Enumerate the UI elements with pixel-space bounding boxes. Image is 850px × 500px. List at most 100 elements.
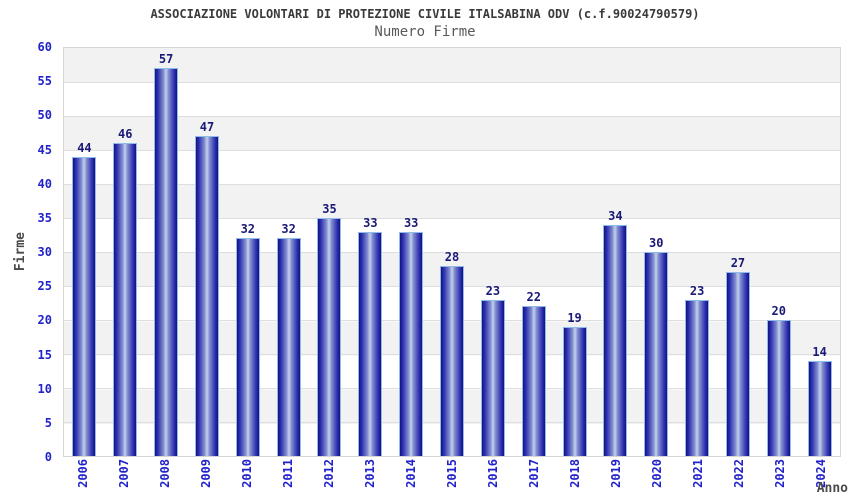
bar [235,238,260,456]
bar-value-label: 33 [363,215,378,230]
chart-title: ASSOCIAZIONE VOLONTARI DI PROTEZIONE CIV… [150,7,700,21]
bar [154,68,179,456]
x-tick-label: 2012 [322,459,337,488]
x-axis-title: Anno [816,481,848,496]
bar-slot: 28 [432,48,473,456]
bar-value-label: 27 [730,256,746,271]
bar-slot: 46 [105,48,146,456]
y-tick-label: 60 [37,40,52,54]
gridline [64,150,840,151]
bar-slot: 32 [268,48,309,456]
bar [521,306,546,456]
x-axis: 2006 2007 2008 2009 2010 2011 2012 2013 2014 2015… [63,459,841,499]
x-tick-slot: 2012 [309,459,350,499]
x-tick-slot: 2011 [268,459,309,499]
y-tick-label: 35 [37,210,52,225]
bar-slot: 57 [146,48,187,456]
x-tick-slot: 2007 [104,459,145,499]
bar [113,143,138,456]
bar [399,231,424,456]
x-tick-slot: 2006 [63,459,104,499]
x-tick-slot: 2018 [554,459,595,499]
x-tick-label: 2007 [117,459,132,488]
x-tick-slot: 2023 [759,459,800,499]
bar [72,156,97,456]
x-tick-slot: 2017 [513,459,554,499]
bar-value-label: 30 [649,236,664,250]
bar-value-label: 33 [403,215,419,230]
bar-slot: 34 [595,48,636,456]
x-tick-slot: 2021 [677,459,718,499]
bar-value-label: 47 [199,120,215,135]
y-tick-label: 0 [44,450,52,464]
x-tick-label: 2023 [772,459,787,488]
bar-value-label: 34 [608,208,623,223]
bar-slot: 44 [64,48,105,456]
x-tick-label: 2010 [240,459,255,488]
x-tick-slot: 2014 [391,459,432,499]
bar-value-label: 14 [812,344,827,359]
y-tick-label: 50 [37,108,52,123]
bar-value-label: 22 [526,290,541,305]
x-tick-slot: 2020 [636,459,677,499]
y-tick-label: 40 [37,176,52,191]
bar-slot: 35 [309,48,350,456]
x-tick-slot: 2019 [595,459,636,499]
gridline [64,115,840,117]
bar-value-label: 23 [485,283,501,298]
bar-slot: 47 [187,48,228,456]
bar [317,218,342,456]
bar [194,136,219,456]
x-tick-label: 2009 [199,459,214,488]
x-tick-label: 2022 [731,459,746,488]
bar-slot: 23 [472,48,513,456]
bar-slot: 33 [350,48,391,456]
y-tick-label: 55 [37,74,52,89]
bar-slot: 22 [513,48,554,456]
chart-subtitle: Numero Firme [374,24,476,40]
bar-value-label: 32 [281,222,296,237]
plot-area: 44 46 57 47 32 32 35 33 33 28 23 22 19 34 30 23 27 20 14 [63,47,841,457]
x-tick-label: 2017 [526,459,541,488]
bar-slot: 33 [391,48,432,456]
x-tick-label: 2011 [281,459,296,488]
bar-slot: 23 [677,48,718,456]
bar-value-label: 32 [240,222,256,237]
x-tick-label: 2018 [567,459,582,488]
bar [725,272,750,456]
x-tick-slot: 2016 [473,459,514,499]
bar-value-label: 20 [771,304,786,319]
bar-slot: 19 [554,48,595,456]
bar-slot: 14 [799,48,840,456]
bar [276,238,301,456]
x-tick-label: 2016 [486,459,500,488]
bar [766,320,791,456]
bar-slot: 30 [636,48,677,456]
bar-slot: 32 [227,48,268,456]
y-axis: 0 5 10 15 20 25 30 35 40 45 50 55 60 [0,40,58,464]
gridline [64,252,840,253]
bar-value-label: 35 [322,202,337,216]
bar-value-label: 19 [567,310,582,325]
x-tick-slot: 2013 [350,459,391,499]
bar-value-label: 57 [158,52,174,67]
gridline [64,218,840,219]
bar-slot: 27 [718,48,759,456]
bar-slot: 20 [758,48,799,456]
x-tick-slot: 2022 [718,459,759,499]
bar [807,360,832,456]
bar [440,265,465,456]
y-tick-label: 45 [37,142,52,157]
bar-value-label: 28 [444,249,460,264]
x-tick-label: 2008 [158,459,173,488]
gridline [64,183,840,185]
gridline [64,81,840,83]
x-tick-slot: 2015 [432,459,473,499]
bar [685,299,710,456]
y-tick-label: 5 [44,415,52,430]
x-tick-label: 2006 [76,459,91,488]
x-tick-label: 2019 [608,459,623,488]
x-tick-slot: 2008 [145,459,186,499]
bar-value-label: 23 [689,283,705,298]
bar [562,326,587,456]
